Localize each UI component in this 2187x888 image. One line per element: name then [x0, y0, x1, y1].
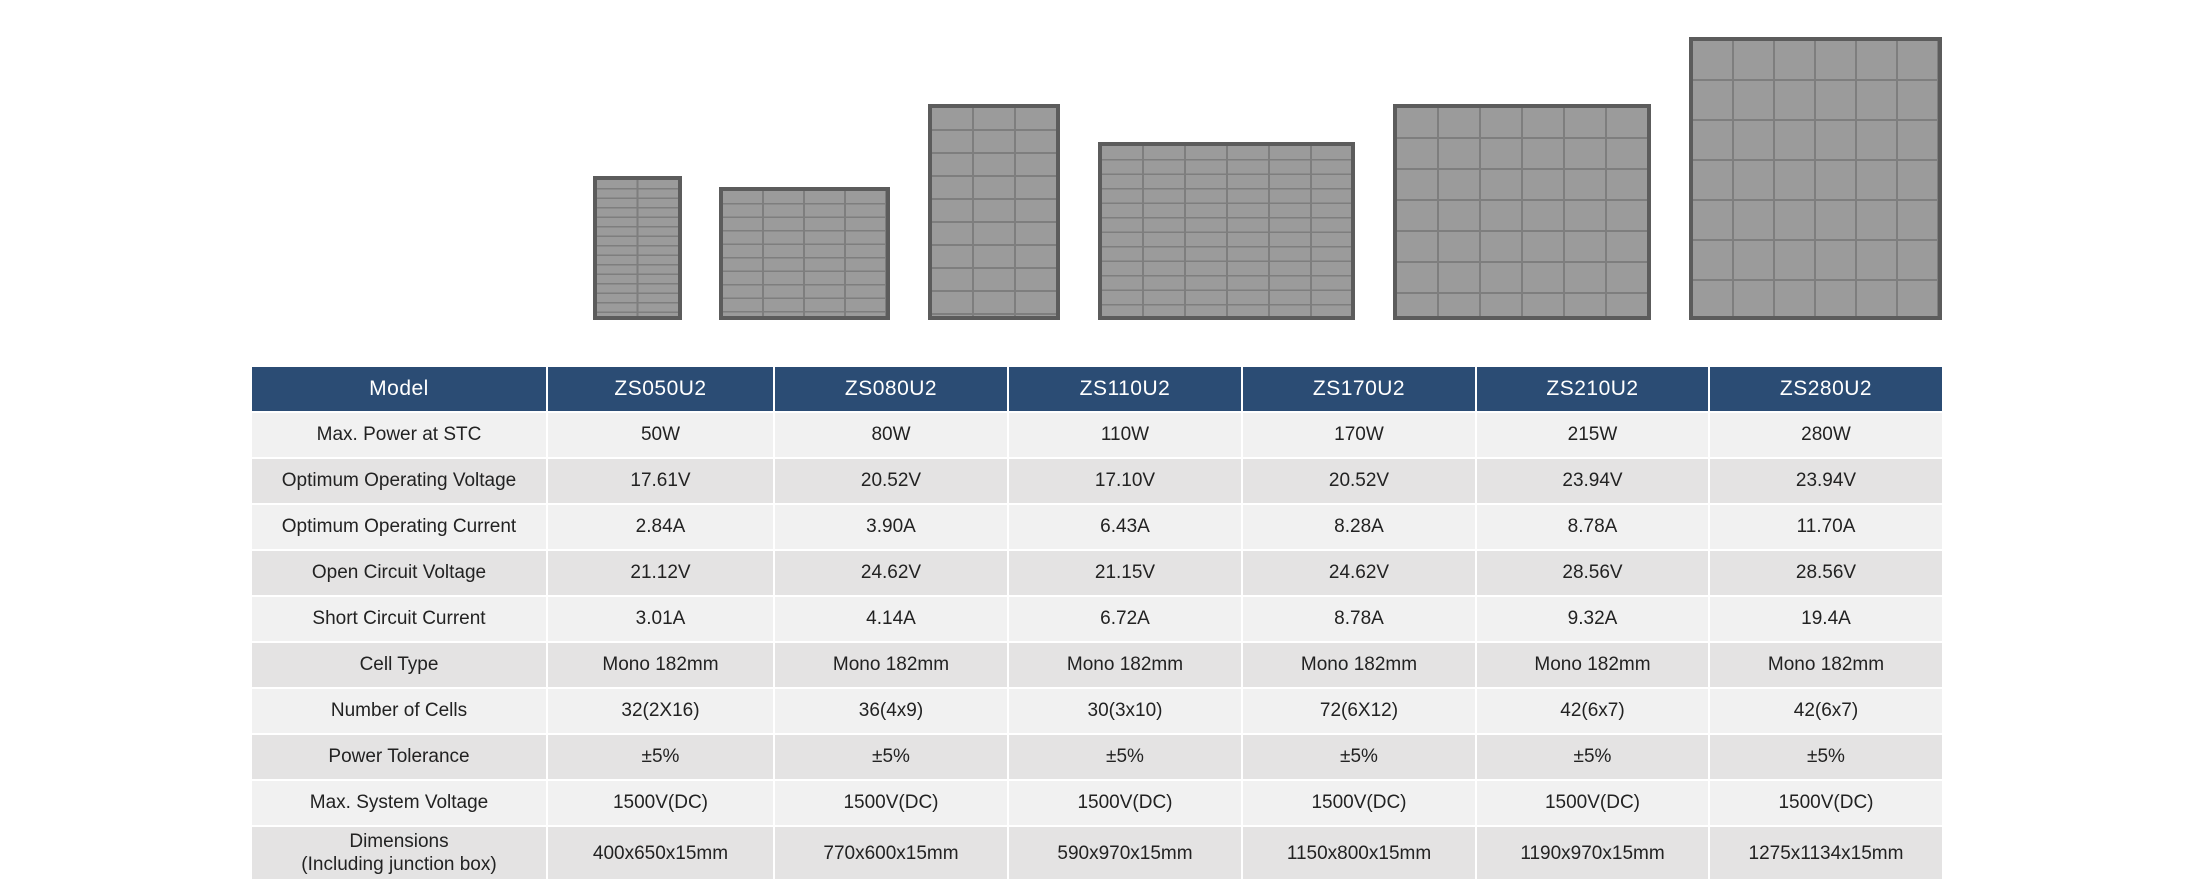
table-cell: 770x600x15mm — [774, 825, 1009, 879]
table-cell: 28.56V — [1709, 549, 1942, 596]
solar-panel-illustration-zs050u2 — [593, 176, 682, 320]
table-cell: 1500V(DC) — [1008, 779, 1243, 826]
table-cell: 400x650x15mm — [547, 825, 775, 879]
table-cell: 1500V(DC) — [547, 779, 775, 826]
table-cell: 8.28A — [1242, 503, 1477, 550]
table-cell: 30(3x10) — [1008, 687, 1243, 734]
table-cell: 6.72A — [1008, 595, 1243, 642]
header-model: ZS210U2 — [1476, 367, 1710, 412]
table-cell: ±5% — [1476, 733, 1710, 780]
table-cell: 4.14A — [774, 595, 1009, 642]
table-cell: 3.01A — [547, 595, 775, 642]
solar-panel-illustration-zs080u2 — [719, 187, 890, 320]
row-label: Short Circuit Current — [252, 595, 548, 642]
table-row-number-of-cells: Number of Cells 32(2X16) 36(4x9) 30(3x10… — [252, 687, 1942, 734]
row-label: Number of Cells — [252, 687, 548, 734]
table-row-dimensions: Dimensions (Including junction box) 400x… — [252, 825, 1942, 879]
table-cell: 42(6x7) — [1709, 687, 1942, 734]
header-model: ZS110U2 — [1008, 367, 1243, 412]
table-cell: 170W — [1242, 411, 1477, 458]
table-cell: 280W — [1709, 411, 1942, 458]
table-cell: ±5% — [1709, 733, 1942, 780]
table-cell: 1190x970x15mm — [1476, 825, 1710, 879]
table-cell: 110W — [1008, 411, 1243, 458]
solar-panel-illustration-zs110u2 — [928, 104, 1060, 320]
table-cell: 3.90A — [774, 503, 1009, 550]
table-cell: 1500V(DC) — [1242, 779, 1477, 826]
header-model: ZS280U2 — [1709, 367, 1942, 412]
table-cell: 17.61V — [547, 457, 775, 504]
table-cell: Mono 182mm — [1008, 641, 1243, 688]
table-header-row: Model ZS050U2 ZS080U2 ZS110U2 ZS170U2 ZS… — [252, 367, 1942, 412]
row-label: Optimum Operating Current — [252, 503, 548, 550]
row-label: Dimensions (Including junction box) — [252, 825, 548, 879]
table-cell: ±5% — [774, 733, 1009, 780]
table-cell: Mono 182mm — [1476, 641, 1710, 688]
table-cell: 1500V(DC) — [1709, 779, 1942, 826]
table-cell: 19.4A — [1709, 595, 1942, 642]
table-cell: 21.12V — [547, 549, 775, 596]
table-row-open-circuit-voltage: Open Circuit Voltage 21.12V 24.62V 21.15… — [252, 549, 1942, 596]
table-cell: 9.32A — [1476, 595, 1710, 642]
table-cell: 50W — [547, 411, 775, 458]
table-cell: 36(4x9) — [774, 687, 1009, 734]
table-cell: 1275x1134x15mm — [1709, 825, 1942, 879]
table-cell: 72(6X12) — [1242, 687, 1477, 734]
row-label-line2: (Including junction box) — [301, 854, 497, 875]
table-cell: ±5% — [1008, 733, 1243, 780]
row-label: Power Tolerance — [252, 733, 548, 780]
solar-panel-illustration-zs280u2 — [1689, 37, 1942, 320]
table-cell: 2.84A — [547, 503, 775, 550]
table-row-optimum-current: Optimum Operating Current 2.84A 3.90A 6.… — [252, 503, 1942, 550]
table-cell: 42(6x7) — [1476, 687, 1710, 734]
table-row-max-system-voltage: Max. System Voltage 1500V(DC) 1500V(DC) … — [252, 779, 1942, 826]
table-cell: 215W — [1476, 411, 1710, 458]
row-label-line1: Dimensions — [349, 831, 449, 852]
row-label: Open Circuit Voltage — [252, 549, 548, 596]
table-cell: 20.52V — [774, 457, 1009, 504]
header-model: ZS050U2 — [547, 367, 775, 412]
table-cell: Mono 182mm — [1242, 641, 1477, 688]
table-cell: 21.15V — [1008, 549, 1243, 596]
table-cell: 17.10V — [1008, 457, 1243, 504]
table-cell: 1500V(DC) — [1476, 779, 1710, 826]
table-row-max-power: Max. Power at STC 50W 80W 110W 170W 215W… — [252, 411, 1942, 458]
solar-panel-illustration-zs210u2 — [1393, 104, 1651, 320]
table-row-power-tolerance: Power Tolerance ±5% ±5% ±5% ±5% ±5% ±5% — [252, 733, 1942, 780]
table-row-cell-type: Cell Type Mono 182mm Mono 182mm Mono 182… — [252, 641, 1942, 688]
solar-panel-illustration-zs170u2 — [1098, 142, 1355, 320]
row-label: Max. Power at STC — [252, 411, 548, 458]
table-cell: 24.62V — [1242, 549, 1477, 596]
table-cell: Mono 182mm — [774, 641, 1009, 688]
table-cell: 80W — [774, 411, 1009, 458]
table-cell: ±5% — [547, 733, 775, 780]
table-cell: 24.62V — [774, 549, 1009, 596]
table-row-short-circuit-current: Short Circuit Current 3.01A 4.14A 6.72A … — [252, 595, 1942, 642]
table-cell: 11.70A — [1709, 503, 1942, 550]
header-model: ZS170U2 — [1242, 367, 1477, 412]
header-label-model: Model — [252, 367, 548, 412]
table-cell: 8.78A — [1476, 503, 1710, 550]
row-label: Cell Type — [252, 641, 548, 688]
row-label: Optimum Operating Voltage — [252, 457, 548, 504]
table-cell: 32(2X16) — [547, 687, 775, 734]
table-cell: 23.94V — [1476, 457, 1710, 504]
table-cell: 8.78A — [1242, 595, 1477, 642]
table-cell: 20.52V — [1242, 457, 1477, 504]
table-cell: 1500V(DC) — [774, 779, 1009, 826]
table-cell: 6.43A — [1008, 503, 1243, 550]
table-cell: 28.56V — [1476, 549, 1710, 596]
spec-table: Model ZS050U2 ZS080U2 ZS110U2 ZS170U2 ZS… — [252, 367, 1942, 879]
row-label: Max. System Voltage — [252, 779, 548, 826]
table-row-optimum-voltage: Optimum Operating Voltage 17.61V 20.52V … — [252, 457, 1942, 504]
header-model: ZS080U2 — [774, 367, 1009, 412]
table-cell: Mono 182mm — [1709, 641, 1942, 688]
table-cell: 1150x800x15mm — [1242, 825, 1477, 879]
table-cell: Mono 182mm — [547, 641, 775, 688]
table-cell: 23.94V — [1709, 457, 1942, 504]
table-cell: ±5% — [1242, 733, 1477, 780]
table-cell: 590x970x15mm — [1008, 825, 1243, 879]
